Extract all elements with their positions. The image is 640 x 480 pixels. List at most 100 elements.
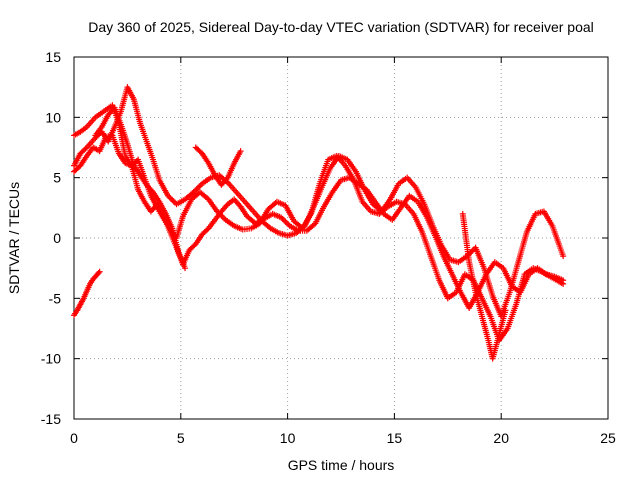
data-point-trail [319,166,333,189]
x-tick-label: 5 [177,430,185,446]
data-point-trail [116,122,128,157]
data-point-trail [123,160,134,168]
data-point-trail [176,251,188,270]
y-tick-label: 15 [45,49,61,65]
data-point-trail [356,181,368,192]
data-point-trail [243,200,255,213]
series-track-e [192,144,244,188]
data-point-trail [415,200,429,218]
data-point-trail [206,198,219,213]
data-points [71,84,567,362]
data-point-trail [441,254,455,276]
data-point-trail [200,175,212,186]
data-point-trail [91,273,99,281]
data-point-trail [131,164,143,177]
data-point-trail [297,227,308,234]
data-point-trail [428,255,442,282]
data-point-trail [85,136,97,149]
data-point-trail [432,234,446,258]
axis-ticks: 0 5 10 15 20 25 -15 -10 -5 0 5 10 15 [41,49,616,446]
y-tick-label: -10 [41,351,61,367]
data-point-trail [193,232,205,246]
data-point-trail [473,246,487,270]
data-point-trail [524,212,538,234]
data-point-trail [200,152,211,165]
series-track-f [459,210,509,362]
data-point-trail [364,188,377,204]
data-point-trail [157,178,171,198]
data-point-trail [151,190,162,204]
data-point-trail [157,200,168,216]
data-point-trail [328,154,341,170]
data-point-trail [360,200,373,213]
data-point-trail [326,153,339,162]
data-point-trail [313,205,326,225]
data-point-trail [386,199,398,209]
data-point-trail [496,309,508,336]
data-point-trail [345,158,358,173]
y-axis-label: SDTVAR / TECUs [6,182,22,294]
data-point-trail [518,273,532,294]
data-point-trail [279,215,292,228]
data-point-trail [219,176,230,187]
data-point-trail [226,181,238,194]
data-point-trail [397,175,409,186]
data-point-trail [110,134,122,155]
data-point-trail [271,211,283,220]
data-point-trail [166,194,179,206]
data-point-trail [138,173,149,187]
data-point [182,265,189,272]
data-point-trail [118,123,130,145]
data-point-trail [305,221,317,233]
data-point-trail [505,303,519,330]
data-point-trail [116,152,128,165]
data-point-trail [479,315,491,342]
data-point-trail [213,210,224,222]
data-point-trail [206,218,217,230]
data-point-trail [163,212,175,230]
data-point-trail [249,221,262,231]
data-point-trail [200,226,211,237]
data-point-trail [403,202,416,216]
data-point-trail [150,158,162,182]
data-point-trail [411,212,425,234]
data-point-trail [232,149,243,165]
data-point-trail [224,218,236,228]
data-point-trail [457,254,469,264]
data-point-trail [241,225,253,233]
data-point-trail [81,289,90,300]
data-point-trail [85,146,95,158]
data-point-trail [144,183,155,194]
data-point-trail [194,145,204,156]
data-point-trail [232,197,243,209]
data-point-trail [135,188,147,204]
data-point-trail [408,193,420,204]
data-point-trail [155,202,166,218]
data-point-trail [99,113,111,129]
data-point-trail [373,200,386,216]
data-point-trail [330,178,343,194]
data-point-trail [79,125,89,134]
chart-title: Day 360 of 2025, Sidereal Day-to-day VTE… [88,19,594,35]
data-point-trail [479,297,493,318]
data-point-trail [94,269,102,278]
x-tick-label: 20 [493,430,509,446]
data-point-trail [321,190,335,208]
data-point-trail [174,215,186,240]
data-point-trail [515,230,530,264]
y-tick-label: -15 [41,411,61,427]
data-point-trail [493,260,505,270]
plot-frame [73,56,609,420]
data-point-trail [475,273,489,294]
data-point-trail [390,206,403,222]
y-tick-label: 0 [53,230,61,246]
data-point-trail [88,277,96,286]
data-point-trail [94,109,106,120]
data-point-trail [131,98,143,125]
data-point-trail [169,227,182,254]
data-point-trail [238,205,249,218]
x-tick-label: 0 [70,430,78,446]
data-point-trail [269,226,281,236]
data-point-trail [226,197,236,207]
